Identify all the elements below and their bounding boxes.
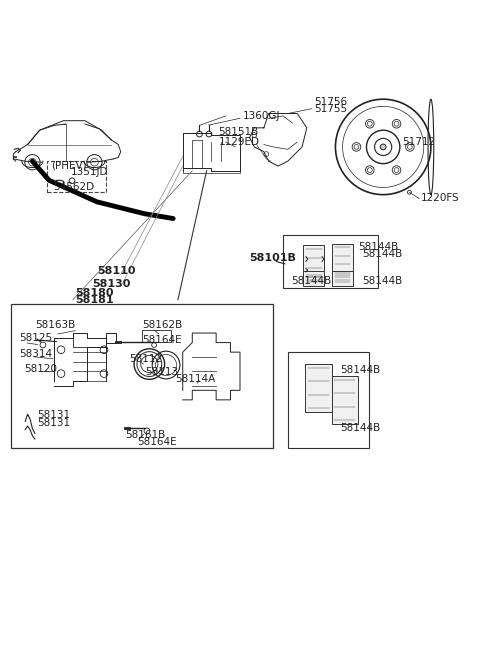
Text: 58144B: 58144B: [340, 365, 381, 375]
Text: 58314: 58314: [20, 349, 53, 359]
Text: 58131: 58131: [37, 418, 70, 428]
Text: 58144B: 58144B: [291, 276, 332, 287]
Text: 58120: 58120: [24, 364, 57, 374]
Text: 51755: 51755: [314, 104, 347, 114]
FancyBboxPatch shape: [303, 271, 324, 286]
Text: 58164E: 58164E: [137, 437, 177, 447]
Text: 58113: 58113: [145, 367, 179, 377]
Text: 58161B: 58161B: [125, 430, 166, 440]
Text: 1360GJ: 1360GJ: [242, 111, 280, 121]
Bar: [283, 236, 378, 288]
Text: 58144B: 58144B: [363, 276, 403, 287]
Text: 58180: 58180: [75, 288, 114, 298]
Text: 58162B: 58162B: [142, 320, 182, 330]
Text: 58131: 58131: [37, 410, 70, 420]
Text: (PHEV): (PHEV): [51, 160, 87, 170]
Text: 51712: 51712: [402, 137, 435, 146]
Text: 58110: 58110: [97, 267, 135, 276]
Text: 58125: 58125: [20, 333, 53, 343]
Text: 58144B: 58144B: [340, 423, 381, 433]
FancyBboxPatch shape: [332, 376, 359, 424]
Text: 1220FS: 1220FS: [420, 193, 459, 203]
FancyBboxPatch shape: [303, 245, 324, 281]
Text: 58130: 58130: [92, 279, 131, 289]
Bar: [288, 352, 369, 448]
Text: 1351JD: 1351JD: [71, 167, 108, 177]
Text: 58163B: 58163B: [35, 320, 75, 330]
Text: 58181: 58181: [75, 295, 114, 305]
Text: 1129ED: 1129ED: [218, 137, 260, 146]
FancyBboxPatch shape: [332, 271, 353, 286]
Text: 58144B: 58144B: [359, 241, 398, 252]
Text: 58112: 58112: [129, 354, 162, 364]
Text: 58114A: 58114A: [176, 374, 216, 384]
Text: 54562D: 54562D: [53, 182, 94, 192]
Text: 58151B: 58151B: [218, 127, 259, 137]
Text: 58164E: 58164E: [142, 334, 182, 345]
FancyBboxPatch shape: [305, 364, 332, 412]
FancyBboxPatch shape: [332, 243, 353, 276]
Text: 58101B: 58101B: [250, 254, 297, 263]
Bar: [142, 330, 171, 342]
Circle shape: [380, 144, 386, 150]
Text: 58144B: 58144B: [363, 248, 403, 259]
Text: 51756: 51756: [314, 97, 347, 107]
